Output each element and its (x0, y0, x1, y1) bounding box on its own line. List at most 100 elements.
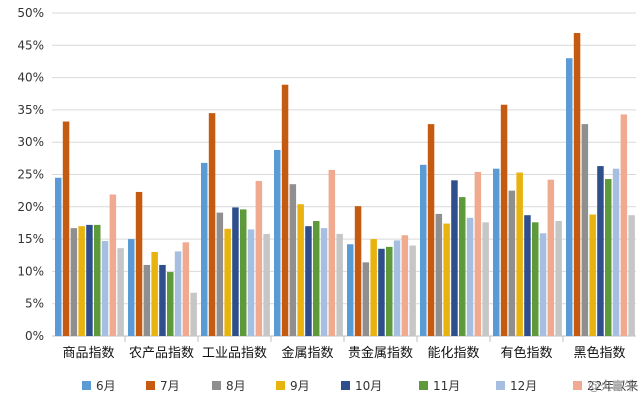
bar (289, 184, 297, 336)
bar (135, 191, 143, 336)
bar (109, 194, 117, 336)
y-tick-label: 35% (17, 103, 44, 117)
legend-label: 6月 (96, 379, 116, 393)
bar (240, 209, 247, 336)
y-tick-label: 5% (25, 297, 44, 311)
x-category-label: 有色指数 (500, 345, 552, 361)
bar (362, 262, 370, 336)
bar (508, 190, 516, 336)
legend-label: 11月 (433, 379, 460, 393)
bar (281, 84, 289, 337)
bar (573, 33, 581, 336)
legend-swatch (419, 381, 428, 390)
bar (612, 168, 620, 336)
bar (597, 166, 604, 336)
bar (409, 245, 416, 336)
bar (347, 244, 354, 336)
y-tick-label: 45% (17, 38, 44, 52)
legend-label: 8月 (226, 379, 246, 393)
legend-swatch (82, 381, 91, 390)
bar (55, 177, 62, 336)
bar (182, 242, 190, 336)
bar (190, 292, 197, 336)
bar (86, 224, 93, 336)
x-category-label: 农产品指数 (129, 346, 194, 361)
bar (216, 212, 224, 336)
x-axis: 商品指数 农产品指数 工业品指数 金属指数 贵金属指数 能化指数 有色指数 黑色指数 (62, 336, 626, 361)
bar (482, 222, 489, 336)
y-tick-label: 40% (17, 71, 44, 85)
bar (159, 264, 166, 336)
x-category-label: 能化指数 (427, 346, 479, 361)
bar (539, 233, 547, 336)
bar (466, 217, 474, 336)
bar (128, 239, 135, 336)
bar (201, 162, 208, 336)
bar (320, 228, 328, 336)
bar (336, 233, 343, 336)
legend-swatch (146, 381, 155, 390)
bar (62, 121, 70, 336)
bar (224, 228, 231, 336)
bar (208, 113, 216, 336)
bar (516, 172, 523, 336)
bar (174, 251, 182, 336)
bar (620, 114, 628, 336)
bar (274, 149, 281, 336)
bar (305, 226, 312, 336)
bar (247, 229, 255, 336)
y-tick-label: 0% (25, 329, 44, 343)
legend-label: 7月 (160, 379, 180, 393)
legend-swatch (212, 381, 221, 390)
legend-label: 22年以来 (587, 379, 638, 393)
legend-swatch (613, 381, 622, 390)
y-tick-label: 20% (17, 200, 44, 214)
x-category-label: 商品指数 (62, 346, 114, 361)
bar (589, 214, 596, 336)
bar (581, 124, 589, 336)
y-tick-label: 30% (17, 135, 44, 149)
bar (401, 235, 409, 336)
y-axis: 0% 5% 10% 15% 20% 25% 30% 35% 40% 45% 50% (17, 6, 44, 343)
legend-label: 9月 (290, 379, 310, 393)
bar (393, 240, 401, 336)
bar (297, 204, 304, 336)
legend-label: 10月 (355, 379, 382, 393)
x-category-label: 贵金属指数 (348, 345, 413, 361)
legend: 6月 7月 8月 9月 10月 11月 12月 22年以来 (82, 379, 638, 393)
bars (55, 33, 635, 337)
bar (143, 264, 151, 336)
bar (70, 228, 78, 336)
bar (474, 171, 482, 336)
bar (435, 213, 443, 336)
bar (94, 224, 101, 336)
bar (459, 197, 466, 336)
y-tick-label: 25% (17, 168, 44, 182)
y-tick-label: 15% (17, 232, 44, 246)
bar (427, 124, 435, 336)
legend-swatch (341, 381, 350, 390)
bar (78, 226, 85, 336)
bar (378, 248, 385, 336)
bar (354, 206, 362, 336)
bar (547, 179, 555, 336)
y-tick-label: 10% (17, 264, 44, 278)
bar (386, 246, 393, 336)
bar (263, 233, 270, 336)
bar (255, 180, 263, 336)
bar (313, 221, 320, 336)
bar (500, 104, 508, 337)
bar (328, 169, 336, 336)
bar (493, 168, 500, 336)
x-category-label: 金属指数 (281, 345, 333, 361)
bar (167, 272, 174, 336)
bar (420, 164, 427, 336)
y-tick-label: 50% (17, 6, 44, 20)
x-category-label: 黑色指数 (573, 345, 625, 361)
bar (524, 215, 531, 336)
bar (443, 223, 450, 336)
bar (117, 248, 124, 336)
bar (566, 58, 573, 336)
bar (628, 215, 635, 336)
